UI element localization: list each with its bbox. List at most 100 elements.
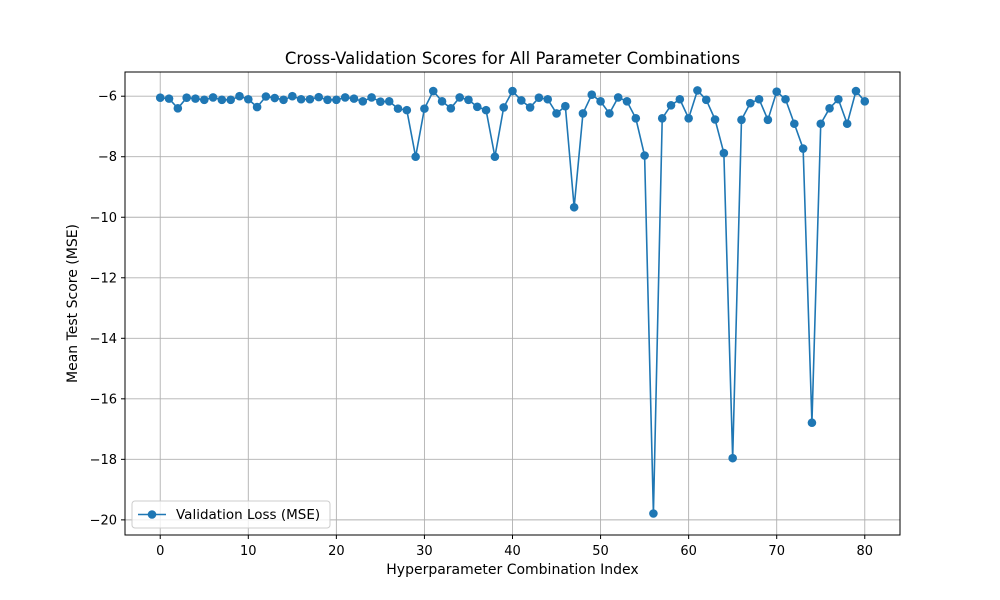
data-point bbox=[376, 97, 385, 106]
chart-title: Cross-Validation Scores for All Paramete… bbox=[285, 49, 740, 68]
data-point bbox=[640, 151, 649, 160]
data-point bbox=[737, 115, 746, 125]
data-point bbox=[825, 104, 834, 113]
data-point bbox=[199, 95, 209, 105]
data-point bbox=[860, 97, 870, 106]
data-point bbox=[790, 119, 799, 129]
data-point bbox=[534, 93, 544, 103]
data-point bbox=[842, 119, 852, 129]
data-point bbox=[420, 104, 429, 113]
data-point bbox=[208, 93, 218, 102]
y-tick-label: −6 bbox=[98, 90, 117, 105]
data-point bbox=[226, 95, 235, 105]
y-tick-label: −16 bbox=[90, 392, 117, 407]
data-point bbox=[182, 93, 191, 103]
data-point bbox=[173, 104, 183, 113]
data-point bbox=[578, 109, 588, 118]
data-point bbox=[235, 91, 244, 101]
data-point bbox=[288, 91, 297, 101]
series-layer bbox=[155, 86, 870, 518]
y-tick-label: −8 bbox=[98, 150, 117, 165]
y-axis-title: Mean Test Score (MSE) bbox=[65, 224, 81, 383]
data-point bbox=[358, 97, 368, 106]
data-point bbox=[525, 103, 535, 112]
data-point bbox=[155, 93, 165, 103]
legend-marker-sample bbox=[147, 510, 157, 519]
x-tick-label: 10 bbox=[240, 544, 257, 559]
data-point bbox=[164, 94, 174, 103]
data-point bbox=[569, 202, 579, 212]
data-point bbox=[587, 90, 597, 99]
data-point bbox=[816, 119, 826, 129]
data-point bbox=[798, 144, 808, 153]
data-point bbox=[666, 100, 676, 110]
data-point bbox=[745, 98, 755, 108]
data-point bbox=[851, 86, 861, 96]
data-point bbox=[446, 104, 456, 113]
data-point bbox=[728, 453, 737, 463]
x-tick-label: 0 bbox=[156, 544, 164, 559]
x-tick-label: 30 bbox=[416, 544, 433, 559]
data-point bbox=[754, 94, 764, 104]
x-tick-label: 80 bbox=[856, 544, 873, 559]
data-point bbox=[834, 94, 843, 104]
legend: Validation Loss (MSE) bbox=[131, 500, 331, 529]
legend-label: Validation Loss (MSE) bbox=[176, 507, 320, 523]
y-tick-label: −14 bbox=[90, 332, 117, 347]
data-point bbox=[314, 92, 324, 102]
data-point bbox=[763, 115, 773, 125]
data-point bbox=[490, 152, 500, 162]
data-point bbox=[279, 95, 288, 105]
data-point bbox=[613, 93, 623, 102]
data-point bbox=[437, 97, 447, 106]
data-point bbox=[340, 93, 350, 102]
data-point bbox=[411, 152, 420, 162]
data-point bbox=[455, 93, 464, 102]
data-point bbox=[596, 97, 605, 106]
data-point bbox=[622, 97, 632, 106]
data-point bbox=[657, 114, 667, 123]
data-point bbox=[543, 94, 553, 104]
data-point bbox=[605, 109, 614, 118]
grid bbox=[125, 72, 900, 535]
data-point bbox=[719, 148, 729, 158]
data-point bbox=[349, 94, 359, 103]
data-point bbox=[675, 94, 685, 104]
data-point bbox=[393, 104, 403, 113]
y-tick-label: −12 bbox=[90, 271, 117, 286]
data-point bbox=[481, 105, 491, 115]
x-tick-label: 40 bbox=[504, 544, 521, 559]
data-point bbox=[807, 418, 817, 428]
x-tick-label: 20 bbox=[328, 544, 345, 559]
data-point bbox=[499, 103, 508, 112]
data-point bbox=[332, 95, 341, 105]
data-point bbox=[252, 102, 262, 112]
data-point bbox=[464, 95, 473, 105]
data-point bbox=[710, 115, 720, 124]
x-tick-label: 60 bbox=[680, 544, 697, 559]
data-point bbox=[270, 93, 280, 103]
data-point bbox=[367, 93, 376, 102]
data-point bbox=[701, 95, 711, 105]
x-tick-label: 70 bbox=[768, 544, 785, 559]
data-point bbox=[772, 87, 781, 96]
y-tick-label: −10 bbox=[90, 211, 117, 226]
data-point bbox=[684, 114, 693, 123]
axis-ticks: 0 10 20 30 40 50 60 70 80 −6 −8 −10 −12 −14 −16 −18 −20 bbox=[90, 90, 873, 559]
data-point bbox=[296, 94, 306, 104]
data-point bbox=[402, 105, 412, 115]
data-point bbox=[244, 94, 253, 104]
data-point bbox=[428, 86, 438, 96]
data-point bbox=[472, 102, 482, 112]
data-point bbox=[517, 96, 526, 105]
x-axis-title: Hyperparameter Combination Index bbox=[386, 562, 638, 578]
data-point bbox=[384, 97, 394, 106]
data-point bbox=[649, 509, 658, 518]
data-point bbox=[552, 109, 561, 118]
data-point bbox=[305, 94, 315, 104]
data-point bbox=[217, 95, 227, 105]
data-point bbox=[631, 114, 641, 123]
data-point bbox=[261, 92, 271, 101]
x-tick-label: 50 bbox=[592, 544, 609, 559]
